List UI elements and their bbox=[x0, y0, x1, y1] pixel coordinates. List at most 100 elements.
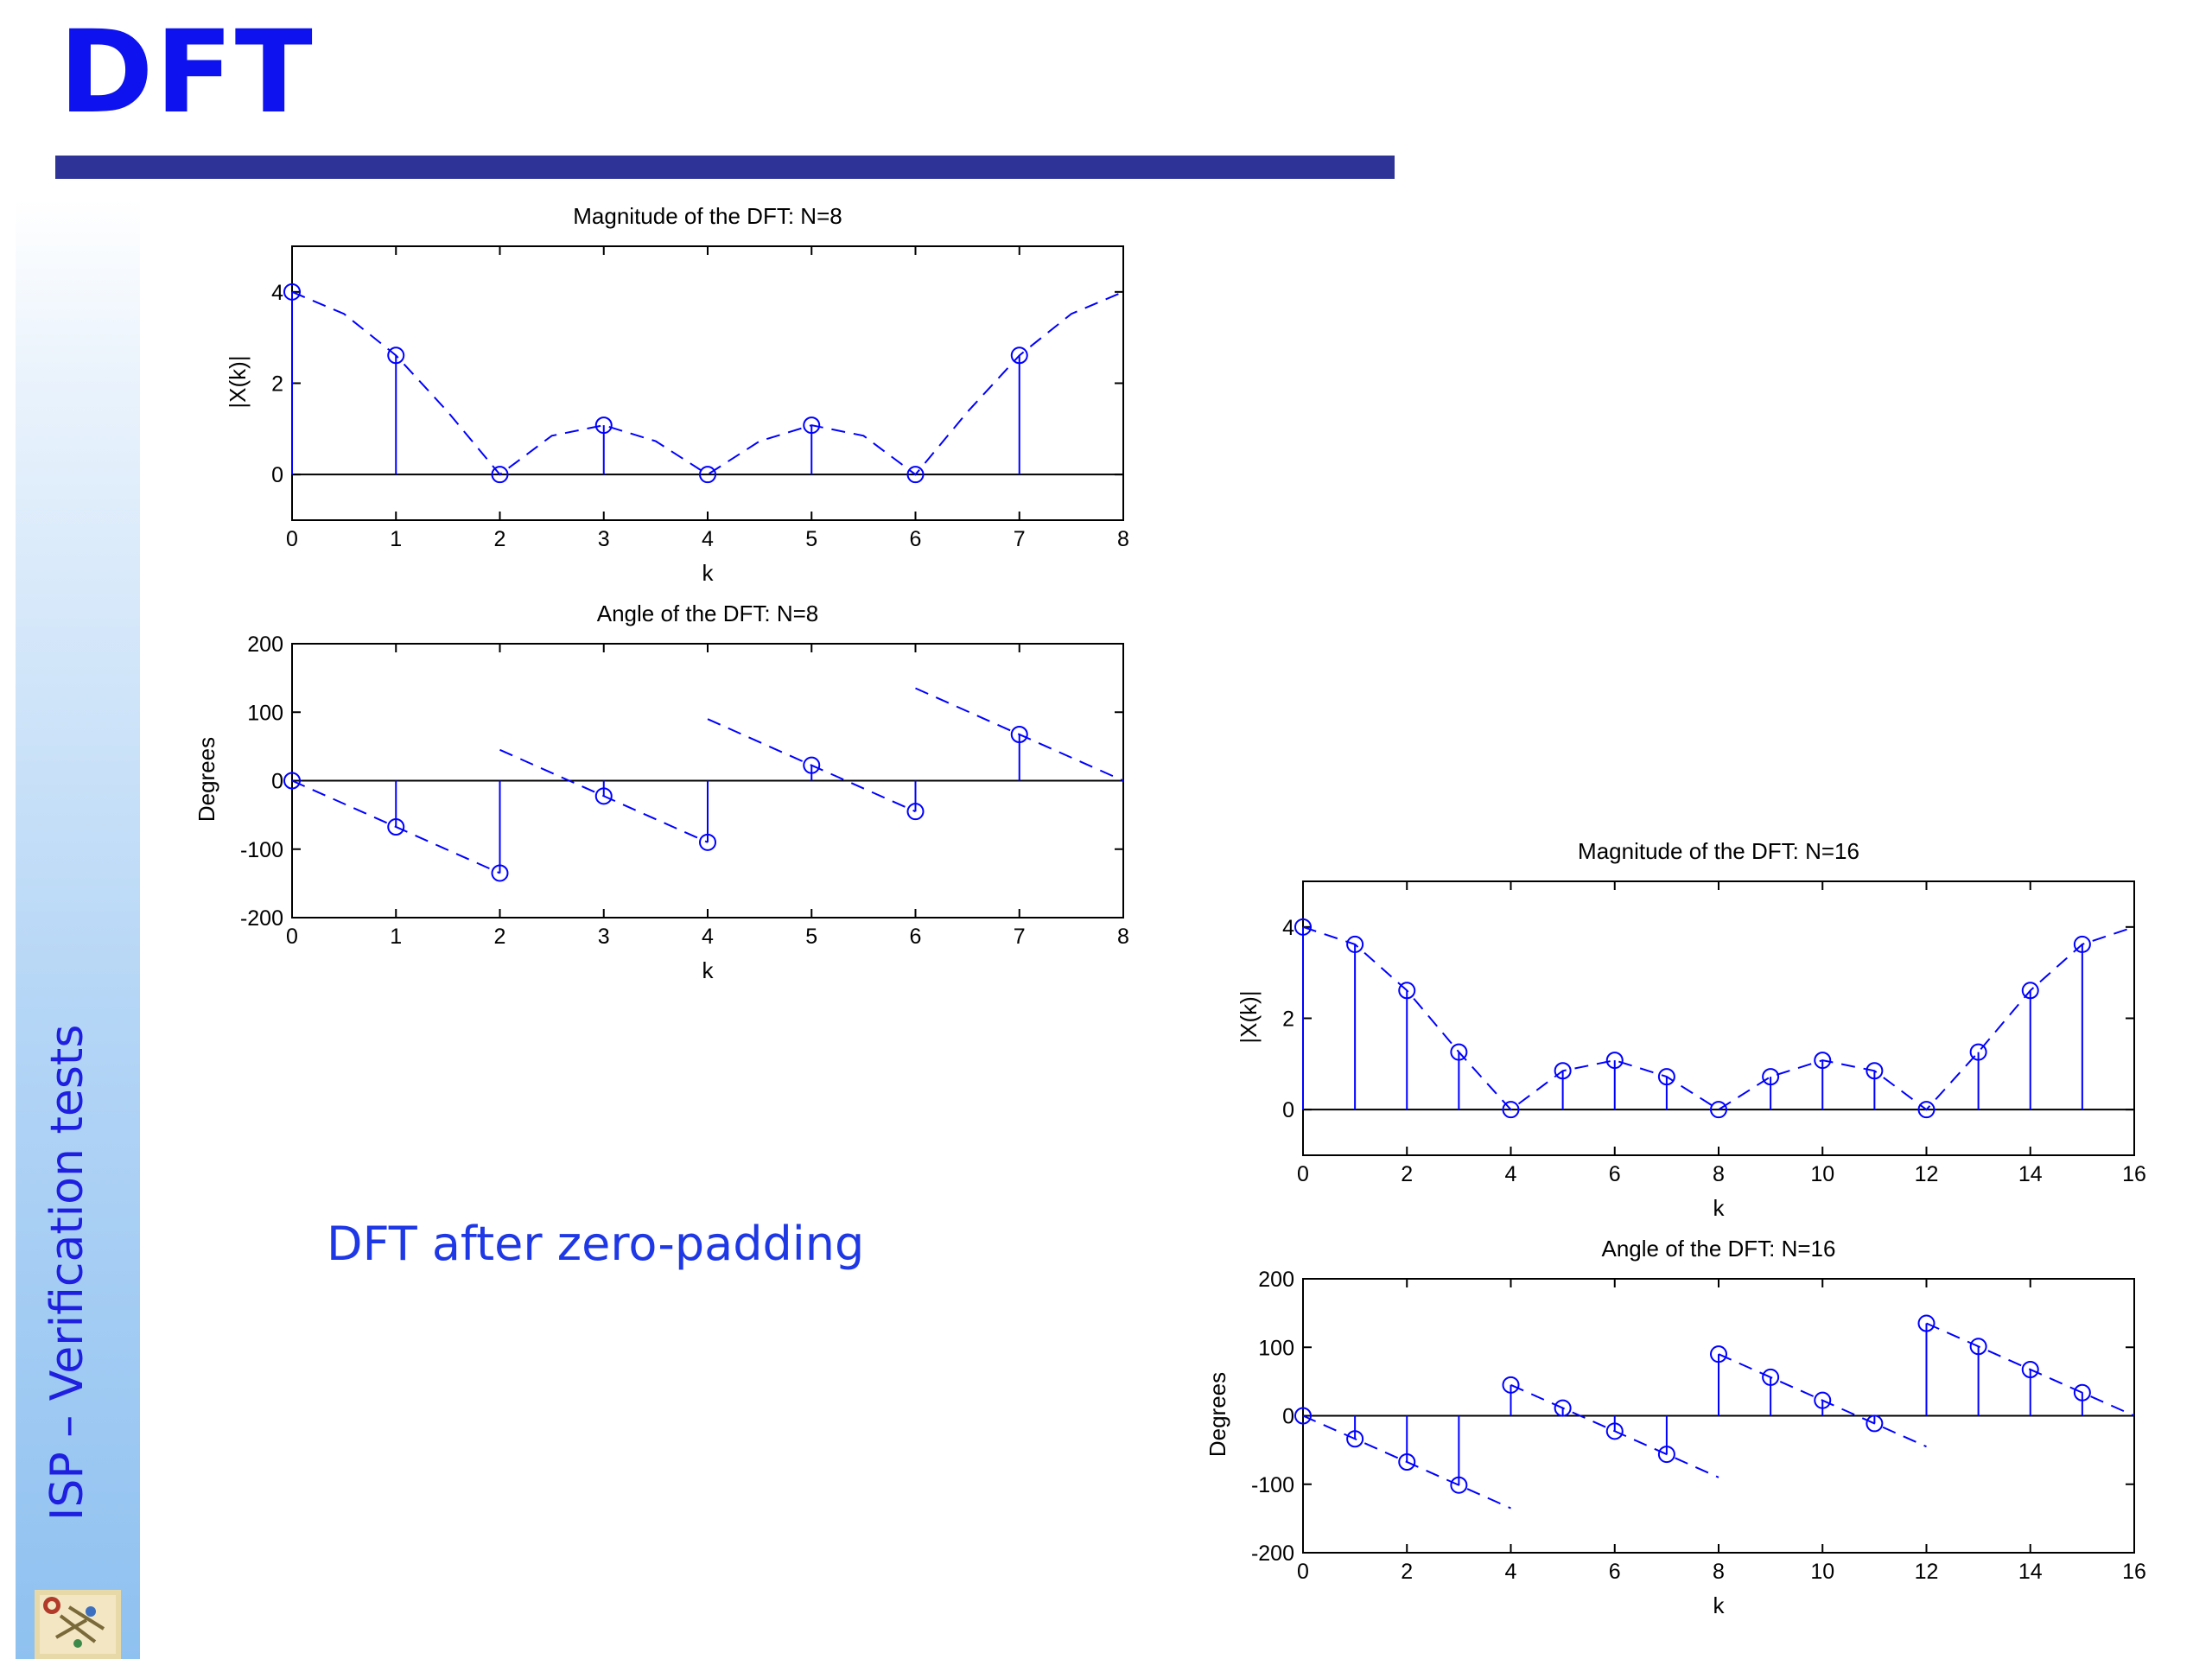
chart-title: Magnitude of the DFT: N=16 bbox=[1578, 838, 1859, 864]
stem-marker bbox=[1866, 1062, 1884, 1080]
x-axis-label: k bbox=[702, 560, 715, 586]
course-logo-icon bbox=[35, 1590, 121, 1659]
plot-area bbox=[1302, 880, 2135, 1156]
y-tick-label: 0 bbox=[271, 463, 283, 487]
y-tick-label: 200 bbox=[247, 632, 283, 657]
x-tick-label: 0 bbox=[286, 527, 298, 551]
stem-marker bbox=[803, 756, 821, 774]
side-gradient-strip bbox=[16, 199, 140, 1659]
x-tick-label: 6 bbox=[1609, 1560, 1621, 1584]
y-tick-label: 0 bbox=[1282, 1098, 1294, 1122]
x-axis-label: k bbox=[1713, 1195, 1726, 1221]
x-tick-label: 8 bbox=[1713, 1162, 1725, 1186]
y-tick-label: 100 bbox=[247, 701, 283, 725]
x-tick-label: 0 bbox=[1297, 1560, 1309, 1584]
x-tick-label: 6 bbox=[1609, 1162, 1621, 1186]
stem-marker bbox=[1969, 1338, 1987, 1356]
x-tick-label: 5 bbox=[805, 527, 817, 551]
stem-marker bbox=[1346, 1430, 1364, 1448]
stem-marker bbox=[906, 466, 925, 484]
stem-marker bbox=[594, 787, 613, 805]
stem-marker bbox=[1554, 1062, 1572, 1080]
y-tick-label: -100 bbox=[240, 838, 283, 862]
y-tick-label: 0 bbox=[271, 770, 283, 794]
stem-marker bbox=[283, 772, 301, 790]
y-axis-label: |X(k)| bbox=[1236, 990, 1262, 1043]
x-tick-label: 10 bbox=[1810, 1560, 1834, 1584]
stem-marker bbox=[1657, 1446, 1675, 1464]
x-tick-label: 12 bbox=[1915, 1162, 1939, 1186]
stem-marker bbox=[2073, 935, 2091, 953]
y-tick-label: 100 bbox=[1258, 1336, 1294, 1360]
title-underline-bar bbox=[55, 156, 1395, 179]
x-tick-label: 4 bbox=[1505, 1560, 1517, 1584]
dashed-envelope-line bbox=[291, 290, 1124, 476]
x-tick-label: 14 bbox=[2018, 1162, 2043, 1186]
x-tick-label: 4 bbox=[702, 925, 714, 949]
stem-marker bbox=[1657, 1068, 1675, 1086]
x-tick-label: 1 bbox=[390, 527, 402, 551]
x-tick-label: 0 bbox=[286, 925, 298, 949]
y-tick-label: 4 bbox=[271, 281, 283, 305]
slide-title: DFT bbox=[59, 6, 315, 139]
stem-marker bbox=[2073, 1383, 2091, 1402]
x-tick-label: 16 bbox=[2122, 1560, 2146, 1584]
stem-marker bbox=[1605, 1422, 1624, 1440]
x-tick-label: 4 bbox=[1505, 1162, 1517, 1186]
stem-marker bbox=[1917, 1314, 1936, 1332]
stem-marker bbox=[1814, 1391, 1832, 1409]
chart-title: Angle of the DFT: N=16 bbox=[1602, 1236, 1836, 1262]
stem-marker bbox=[1762, 1368, 1780, 1386]
x-tick-label: 10 bbox=[1810, 1162, 1834, 1186]
stem-marker bbox=[1502, 1101, 1520, 1119]
stem-marker bbox=[1294, 918, 1312, 936]
stem-marker bbox=[1969, 1043, 1987, 1061]
stem-marker bbox=[699, 833, 716, 851]
y-tick-label: 0 bbox=[1282, 1405, 1294, 1429]
stem-marker bbox=[491, 864, 509, 882]
y-tick-label: 2 bbox=[271, 372, 283, 397]
y-axis-label: Degrees bbox=[1205, 1372, 1230, 1457]
stem-marker bbox=[1605, 1052, 1624, 1070]
stem-marker bbox=[387, 817, 405, 836]
y-axis-label: Degrees bbox=[194, 737, 219, 822]
chart-title: Angle of the DFT: N=8 bbox=[597, 601, 819, 626]
stem-marker bbox=[1450, 1043, 1468, 1061]
x-tick-label: 5 bbox=[805, 925, 817, 949]
stem-marker bbox=[1866, 1414, 1884, 1433]
x-tick-label: 14 bbox=[2018, 1560, 2043, 1584]
stem-marker bbox=[1010, 726, 1028, 744]
stem-marker bbox=[1398, 1452, 1416, 1471]
y-tick-label: 200 bbox=[1258, 1268, 1294, 1292]
x-tick-label: 7 bbox=[1014, 925, 1026, 949]
x-tick-label: 2 bbox=[494, 925, 506, 949]
x-tick-label: 16 bbox=[2122, 1162, 2146, 1186]
x-tick-label: 2 bbox=[1401, 1162, 1413, 1186]
x-axis-label: k bbox=[702, 957, 715, 983]
y-tick-label: -200 bbox=[1251, 1541, 1294, 1566]
stem-marker bbox=[1450, 1476, 1468, 1494]
x-tick-label: 2 bbox=[1401, 1560, 1413, 1584]
stem-marker bbox=[594, 416, 613, 435]
chart-title: Magnitude of the DFT: N=8 bbox=[573, 203, 842, 229]
stem-marker bbox=[491, 466, 509, 484]
stem-marker bbox=[1762, 1068, 1780, 1086]
x-tick-label: 8 bbox=[1713, 1560, 1725, 1584]
x-tick-label: 3 bbox=[598, 925, 610, 949]
plot-area bbox=[291, 245, 1124, 521]
stem-marker bbox=[1294, 1407, 1312, 1425]
x-tick-label: 4 bbox=[702, 527, 714, 551]
angle-chart-n8: Angle of the DFT: N=8 k Degrees 0 1 2 3 4 5 6 7… bbox=[194, 601, 1129, 983]
stem-marker bbox=[283, 283, 301, 301]
stem-marker bbox=[1398, 982, 1416, 1000]
y-axis-label: |X(k)| bbox=[225, 355, 251, 408]
dashed-envelope-line bbox=[1302, 925, 2135, 1111]
x-axis-label: k bbox=[1713, 1592, 1726, 1618]
x-tick-label: 6 bbox=[910, 925, 922, 949]
stem-marker bbox=[699, 466, 716, 484]
stem-marker bbox=[1502, 1376, 1520, 1394]
angle-chart-n16: Angle of the DFT: N=16 k Degrees 0 2 4 6 8 10… bbox=[1205, 1236, 2146, 1618]
x-tick-label: 12 bbox=[1915, 1560, 1939, 1584]
stem-marker bbox=[2021, 982, 2039, 1000]
stem-marker bbox=[1010, 346, 1028, 365]
